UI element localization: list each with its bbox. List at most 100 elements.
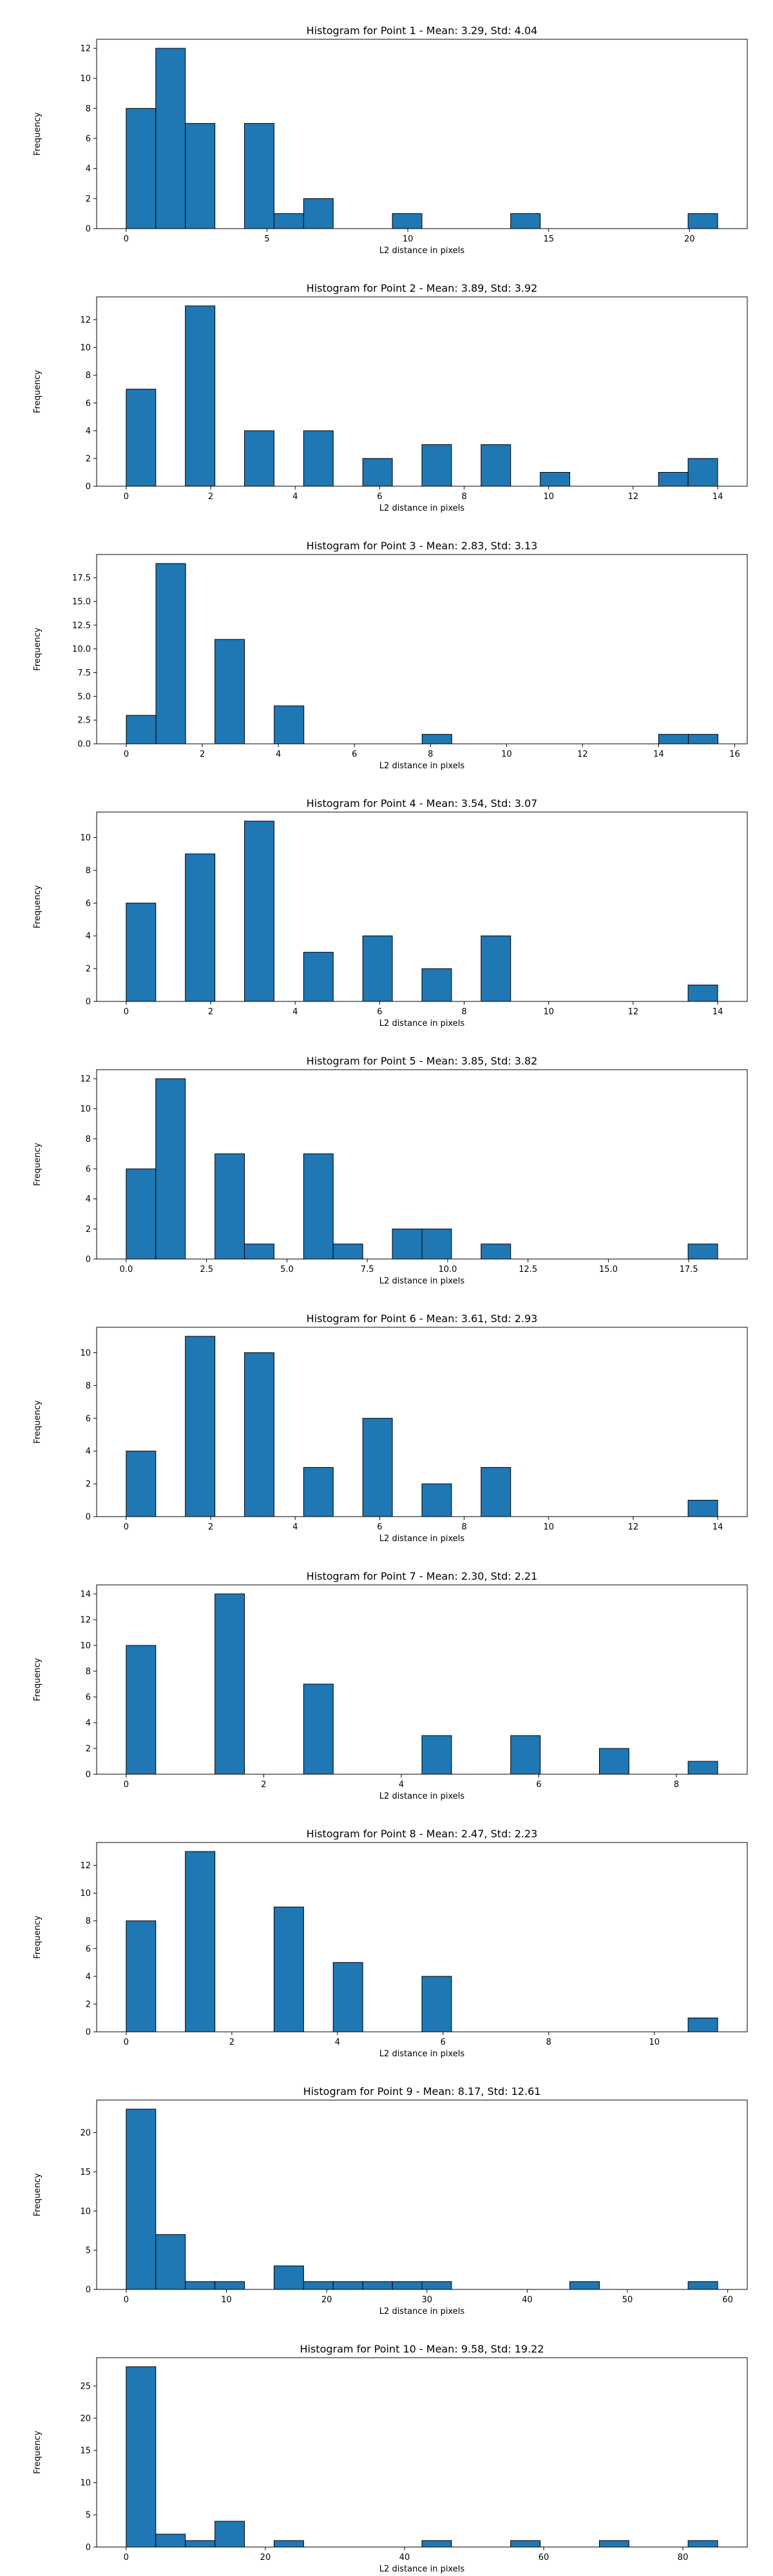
y-tick-label: 12 (80, 1075, 91, 1084)
y-tick-label: 4 (86, 1972, 91, 1982)
histogram-bar (540, 471, 571, 487)
y-tick-label: 17.5 (72, 574, 91, 583)
x-tick-label: 4 (276, 750, 281, 759)
x-tick-label: 10 (543, 1007, 554, 1017)
axes-frame (96, 554, 748, 744)
x-tick-label: 2.5 (200, 1265, 213, 1274)
y-tick-label: 6 (86, 1944, 91, 1954)
x-tick-label: 0 (124, 1780, 129, 1790)
y-tick-label: 6 (86, 899, 91, 909)
chart-title: Histogram for Point 8 - Mean: 2.47, Std:… (307, 1828, 538, 1840)
x-tick-label: 2 (208, 492, 213, 502)
y-tick-label: 12 (80, 1616, 91, 1625)
y-axis-label: Frequency (33, 1658, 43, 1701)
histogram-bar (185, 2281, 216, 2290)
x-tick-label: 40 (399, 2553, 410, 2562)
axes-frame (96, 1584, 748, 1775)
x-tick-label: 20 (260, 2553, 271, 2562)
histogram-bar (244, 1244, 274, 1260)
x-tick-label: 2 (208, 1522, 213, 1532)
y-tick-label: 15 (80, 2168, 91, 2177)
x-tick-label: 10 (403, 234, 414, 244)
histogram-bar (510, 1735, 541, 1775)
y-axis-label: Frequency (33, 627, 43, 670)
y-tick-label: 10 (80, 1889, 91, 1899)
histogram-bar (303, 2281, 334, 2290)
y-axis-label: Frequency (33, 1915, 43, 1958)
x-tick-label: 0.0 (120, 1265, 133, 1274)
y-tick-label: 4 (86, 1195, 91, 1204)
histogram-panel-5: Histogram for Point 5 - Mean: 3.85, Std:… (33, 1055, 748, 1286)
y-tick-label: 4 (86, 164, 91, 174)
histogram-bar (303, 1153, 334, 1260)
histogram-bar (658, 471, 689, 487)
y-tick-label: 20 (80, 2414, 91, 2424)
y-tick-label: 10 (80, 74, 91, 84)
x-tick-label: 0 (124, 750, 129, 759)
x-tick-label: 0 (124, 1007, 129, 1017)
x-tick-label: 14 (712, 492, 723, 502)
x-tick-label: 0 (124, 2295, 129, 2305)
histogram-panel-4: Histogram for Point 4 - Mean: 3.54, Std:… (33, 797, 748, 1028)
y-tick-label: 10.0 (72, 645, 91, 654)
x-tick-label: 17.5 (680, 1265, 698, 1274)
x-tick-label: 6 (377, 1522, 382, 1532)
x-tick-label: 14 (712, 1007, 723, 1017)
x-tick-label: 4 (292, 492, 298, 502)
histogram-bar (421, 734, 452, 744)
histogram-panel-7: Histogram for Point 7 - Mean: 2.30, Std:… (33, 1570, 748, 1801)
x-tick-label: 60 (539, 2553, 549, 2562)
chart-title: Histogram for Point 3 - Mean: 2.83, Std:… (307, 540, 538, 552)
y-tick-label: 20 (80, 2128, 91, 2138)
histogram-bar (598, 1748, 629, 1775)
histogram-panel-6: Histogram for Point 6 - Mean: 3.61, Std:… (33, 1312, 748, 1544)
chart-title: Histogram for Point 9 - Mean: 8.17, Std:… (303, 2085, 541, 2098)
x-tick-label: 4 (292, 1522, 298, 1532)
y-tick-label: 10 (80, 833, 91, 843)
histogram-bar (155, 1078, 186, 1260)
x-tick-label: 8 (461, 492, 466, 502)
chart-title: Histogram for Point 10 - Mean: 9.58, Std… (300, 2343, 544, 2355)
histogram-bar (215, 1593, 245, 1775)
histogram-bar (687, 985, 718, 1002)
x-tick-label: 8 (674, 1780, 679, 1790)
y-axis-label: Frequency (33, 370, 43, 413)
y-tick-label: 0 (86, 225, 91, 234)
histogram-bar (273, 1906, 304, 2032)
y-tick-label: 6 (86, 1165, 91, 1175)
y-tick-label: 10 (80, 2479, 91, 2488)
x-axis-label: L2 distance in pixels (379, 2564, 465, 2574)
histogram-bar (392, 1228, 423, 1260)
axes-frame (96, 2357, 748, 2548)
y-tick-label: 10 (80, 2207, 91, 2217)
histogram-bar (244, 430, 274, 487)
histogram-bar (273, 2265, 304, 2290)
x-tick-label: 8 (461, 1522, 466, 1532)
histogram-bar (303, 198, 334, 229)
y-tick-label: 12 (80, 1861, 91, 1871)
x-axis-label: L2 distance in pixels (379, 1276, 465, 1286)
y-tick-label: 6 (86, 399, 91, 408)
histogram-bar (244, 820, 274, 1002)
x-tick-label: 6 (377, 1007, 382, 1017)
histogram-bar (332, 2281, 363, 2290)
y-tick-label: 15 (80, 2447, 91, 2456)
x-tick-label: 5 (264, 234, 269, 244)
axes-frame (96, 1327, 748, 1517)
x-tick-label: 6 (352, 750, 357, 759)
histogram-bar (332, 1244, 363, 1260)
y-tick-label: 2 (86, 2000, 91, 2009)
y-tick-label: 8 (86, 1917, 91, 1926)
chart-title: Histogram for Point 4 - Mean: 3.54, Std:… (307, 797, 538, 810)
y-tick-label: 0 (86, 2286, 91, 2295)
histogram-bar (303, 952, 334, 1002)
histogram-bar (126, 1450, 157, 1517)
y-axis-label: Frequency (33, 112, 43, 155)
x-tick-label: 5.0 (280, 1265, 294, 1274)
x-tick-label: 14 (712, 1522, 723, 1532)
y-tick-label: 7.5 (77, 668, 91, 678)
x-tick-label: 4 (292, 1007, 298, 1017)
y-tick-label: 6 (86, 1414, 91, 1424)
y-tick-label: 2 (86, 1480, 91, 1490)
x-tick-label: 4 (399, 1780, 404, 1790)
